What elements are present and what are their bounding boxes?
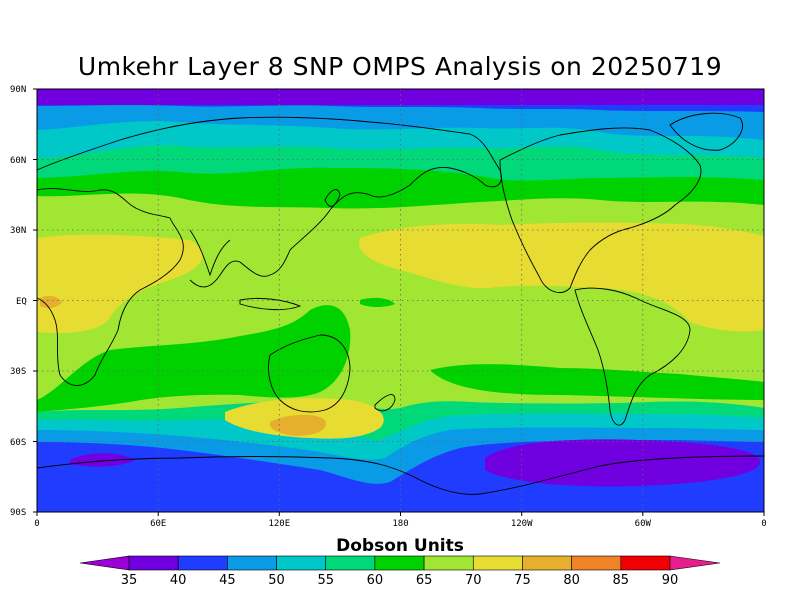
colorbar-swatch (177, 555, 228, 571)
colorbar-arrow-low (79, 555, 130, 571)
colorbar-level-label: 45 (219, 573, 236, 588)
colorbar-arrow-high (669, 555, 721, 571)
colorbar-level-label: 50 (268, 573, 285, 588)
colorbar-level-label: 60 (367, 573, 384, 588)
colorbar-level-label: 65 (416, 573, 433, 588)
y-label-60n: 60N (10, 156, 26, 166)
colorbar-swatch (423, 555, 474, 571)
band-south-35-40-west (70, 453, 135, 467)
coast-indonesia (239, 297, 302, 311)
coast-antarctica (37, 455, 764, 495)
band-south-pacific-60-65 (360, 297, 395, 307)
colorbar-swatch (227, 555, 277, 571)
x-label-0-west: 0 (34, 519, 39, 529)
y-label-60s: 60S (10, 438, 26, 448)
colorbar-level-label: 55 (317, 573, 334, 588)
tick-marks (33, 88, 765, 516)
map-title: Umkehr Layer 8 SNP OMPS Analysis on 2025… (77, 52, 723, 81)
colorbar-swatch (620, 555, 671, 571)
coast-eurasia (37, 116, 502, 288)
coast-greenland (669, 112, 743, 151)
x-label-60e: 60E (150, 519, 166, 529)
coast-india (189, 229, 231, 277)
colorbar-level-label: 90 (662, 573, 679, 588)
colorbar-swatch (374, 555, 425, 571)
coast-new-zealand (374, 394, 396, 412)
colorbar-swatch (325, 555, 376, 571)
x-label-120e: 120E (268, 519, 290, 529)
band-south-35-40-east (485, 439, 760, 487)
graticule (37, 89, 764, 512)
coast-north-america (499, 127, 702, 293)
colorbar-swatch (571, 555, 622, 571)
colorbar-level-label: 35 (121, 573, 138, 588)
band-tropics-pacific-70-75 (359, 222, 764, 332)
colorbar-level-label: 70 (465, 573, 482, 588)
x-label-0-east: 0 (761, 519, 766, 529)
colorbar-swatch (128, 555, 179, 571)
band-africa-75-80 (40, 295, 62, 309)
band-tropics-africa-70-75 (37, 234, 203, 334)
y-label-90n: 90N (10, 85, 26, 95)
band-south-75-80 (269, 414, 326, 436)
colorbar: 35 40 45 50 55 60 65 70 75 80 85 90 (79, 555, 721, 588)
y-label-90s: 90S (10, 508, 26, 518)
coastlines (37, 112, 764, 495)
colorbar-title: Dobson Units (336, 536, 464, 556)
coast-south-america (574, 287, 691, 426)
y-label-30n: 30N (10, 226, 26, 236)
y-label-eq: EQ (16, 297, 27, 307)
band-south-60-65 (37, 305, 764, 412)
colorbar-level-label: 80 (563, 573, 580, 588)
y-label-30s: 30S (10, 367, 26, 377)
colorbar-swatch (522, 555, 572, 571)
x-label-120w: 120W (511, 519, 533, 529)
colorbar-level-label: 75 (514, 573, 531, 588)
x-label-60w: 60W (635, 519, 652, 529)
colorbar-swatch (276, 555, 327, 571)
colorbar-swatch (472, 555, 523, 571)
coast-africa (37, 188, 184, 386)
colorbar-level-label: 40 (170, 573, 187, 588)
coast-japan (324, 189, 341, 207)
colorbar-level-label: 85 (613, 573, 630, 588)
coast-australia (268, 334, 351, 413)
band-north-35-40 (37, 89, 764, 105)
x-label-180: 180 (392, 519, 408, 529)
